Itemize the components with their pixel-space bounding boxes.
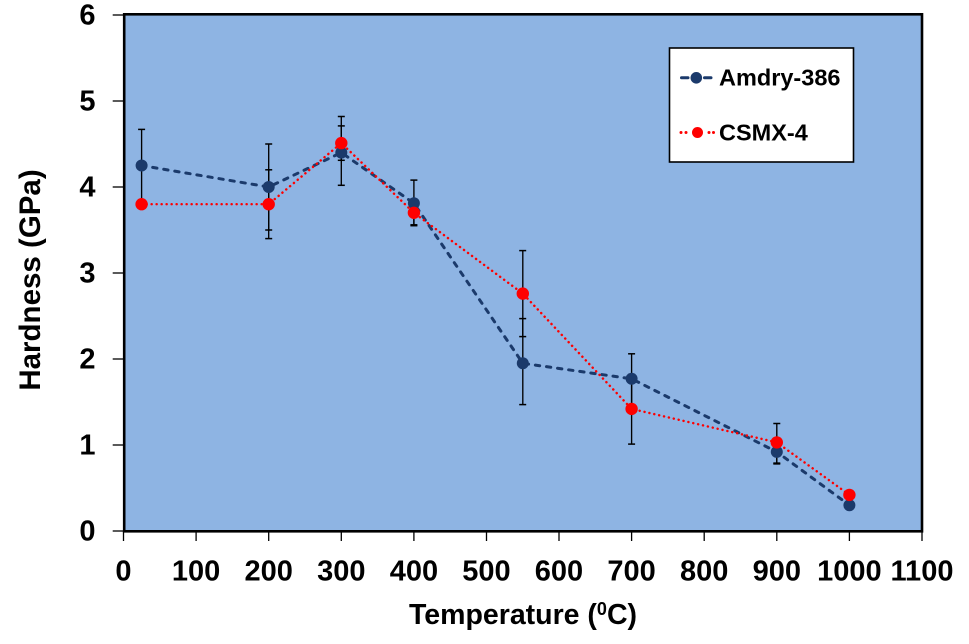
svg-text:600: 600 bbox=[535, 556, 583, 588]
svg-text:CSMX-4: CSMX-4 bbox=[719, 120, 808, 146]
svg-text:700: 700 bbox=[607, 556, 655, 588]
svg-text:6: 6 bbox=[79, 0, 95, 31]
svg-text:300: 300 bbox=[317, 556, 365, 588]
svg-text:500: 500 bbox=[462, 556, 510, 588]
svg-text:1000: 1000 bbox=[817, 556, 882, 588]
svg-text:2: 2 bbox=[79, 343, 95, 375]
svg-text:0: 0 bbox=[79, 515, 95, 547]
svg-text:5: 5 bbox=[79, 85, 95, 117]
svg-text:Hardness (GPa): Hardness (GPa) bbox=[14, 169, 47, 390]
svg-text:Amdry-386: Amdry-386 bbox=[719, 65, 840, 91]
svg-text:800: 800 bbox=[680, 556, 728, 588]
svg-text:4: 4 bbox=[79, 171, 95, 203]
svg-text:3: 3 bbox=[79, 257, 95, 289]
svg-text:0: 0 bbox=[115, 556, 131, 588]
svg-text:100: 100 bbox=[172, 556, 220, 588]
svg-text:200: 200 bbox=[245, 556, 293, 588]
svg-text:1100: 1100 bbox=[891, 556, 954, 588]
svg-text:400: 400 bbox=[390, 556, 438, 588]
svg-text:1: 1 bbox=[79, 429, 95, 461]
svg-text:900: 900 bbox=[753, 556, 801, 588]
